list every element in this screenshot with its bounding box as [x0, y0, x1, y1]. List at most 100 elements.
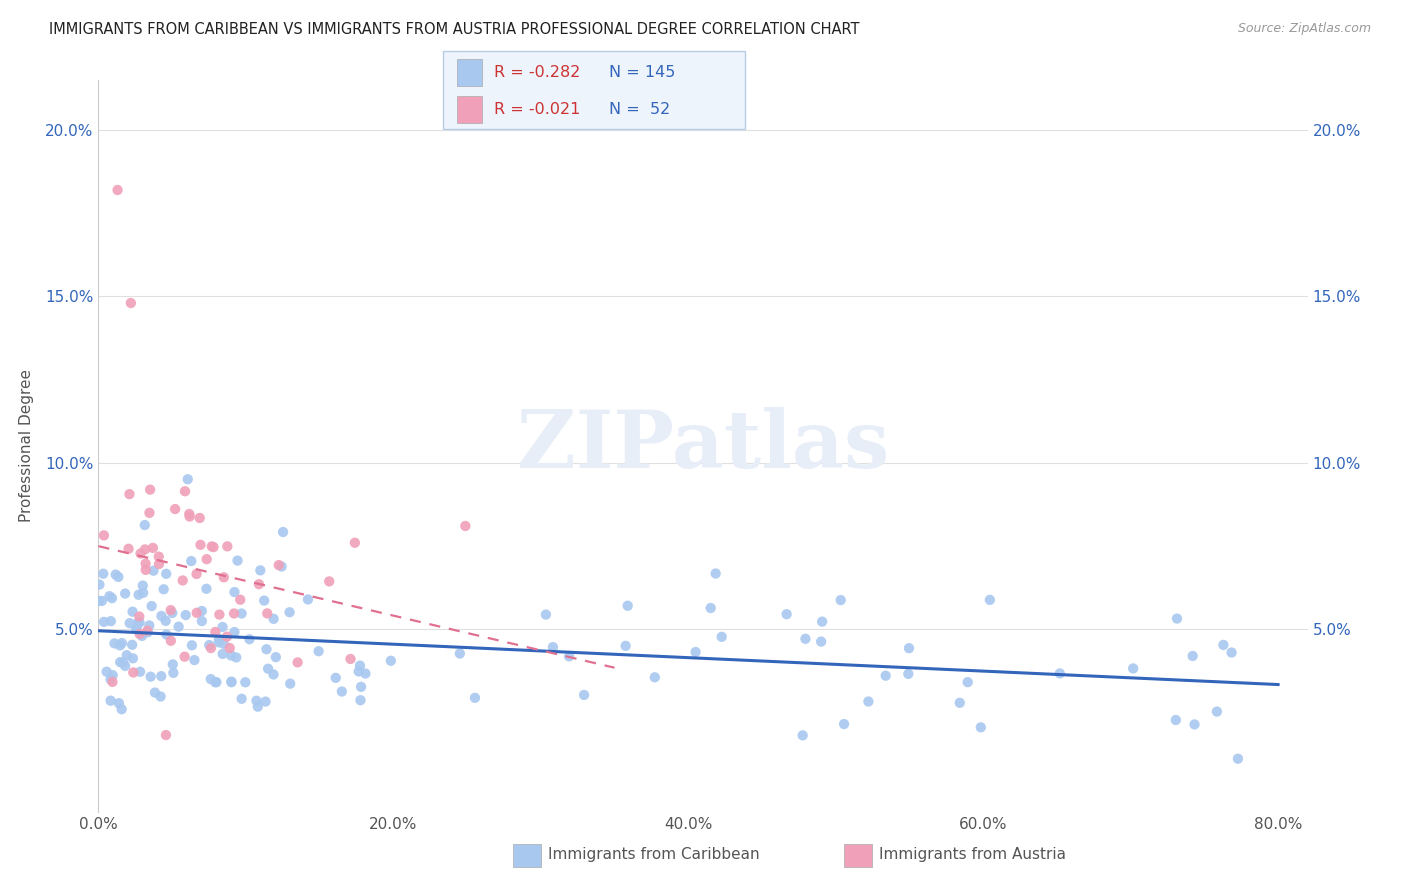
Point — [136, 625, 159, 640]
Point — [111, 636, 134, 650]
Point — [215, 630, 238, 644]
Point — [201, 540, 224, 554]
Point — [222, 607, 245, 621]
Point — [148, 557, 170, 571]
Point — [979, 593, 1001, 607]
Point — [108, 639, 131, 653]
Point — [699, 601, 721, 615]
Point — [572, 688, 595, 702]
Point — [775, 607, 797, 622]
Point — [200, 672, 222, 686]
Point — [614, 639, 637, 653]
Point — [159, 603, 181, 617]
Point — [200, 641, 222, 656]
Point — [186, 566, 208, 581]
Text: R = -0.021: R = -0.021 — [494, 103, 579, 117]
Point — [256, 607, 278, 621]
Point — [195, 552, 218, 566]
Point — [541, 640, 564, 654]
Point — [107, 183, 129, 197]
Text: ZIPatlas: ZIPatlas — [517, 407, 889, 485]
Point — [122, 665, 145, 680]
Point — [318, 574, 340, 589]
Text: IMMIGRANTS FROM CARIBBEAN VS IMMIGRANTS FROM AUSTRIA PROFESSIONAL DEGREE CORRELA: IMMIGRANTS FROM CARIBBEAN VS IMMIGRANTS … — [49, 22, 859, 37]
Point — [832, 717, 855, 731]
Point — [1226, 752, 1249, 766]
Point — [152, 582, 174, 597]
Point — [129, 546, 152, 560]
Point — [139, 483, 162, 497]
Point — [380, 654, 402, 668]
Point — [330, 684, 353, 698]
Point — [118, 487, 141, 501]
Point — [198, 638, 221, 652]
Point — [111, 702, 134, 716]
Point — [267, 558, 290, 573]
Point — [208, 607, 231, 622]
Point — [114, 659, 136, 673]
Y-axis label: Professional Degree: Professional Degree — [20, 369, 34, 523]
Point — [100, 614, 122, 628]
Point — [454, 519, 477, 533]
Point — [127, 615, 149, 630]
Point — [128, 609, 150, 624]
Point — [347, 665, 370, 679]
Point — [349, 693, 371, 707]
Point — [221, 674, 243, 689]
Point — [217, 539, 239, 553]
Point — [202, 540, 225, 554]
Point — [1212, 638, 1234, 652]
Point — [180, 554, 202, 568]
Point — [89, 577, 111, 591]
Point — [149, 690, 172, 704]
Point — [179, 509, 201, 524]
Point — [150, 669, 173, 683]
Point — [231, 691, 253, 706]
Point — [949, 696, 972, 710]
Point — [1206, 705, 1229, 719]
Point — [121, 638, 143, 652]
Point — [1220, 646, 1243, 660]
Point — [148, 549, 170, 564]
Point — [253, 593, 276, 607]
Point — [155, 614, 177, 628]
Point — [710, 630, 733, 644]
Point — [195, 582, 218, 596]
Point — [103, 636, 125, 650]
Text: Immigrants from Austria: Immigrants from Austria — [879, 847, 1066, 862]
Point — [98, 589, 121, 603]
Point — [247, 577, 270, 591]
Point — [308, 644, 330, 658]
Point — [120, 296, 142, 310]
Point — [204, 675, 226, 690]
Text: N = 145: N = 145 — [609, 65, 675, 80]
Point — [87, 594, 110, 608]
Point — [190, 538, 212, 552]
Point — [112, 656, 135, 670]
Point — [100, 673, 122, 687]
Point — [174, 484, 197, 499]
Point — [278, 605, 301, 619]
Point — [1164, 713, 1187, 727]
Point — [219, 648, 242, 663]
Point — [138, 618, 160, 632]
Point — [108, 696, 131, 710]
Point — [165, 502, 187, 516]
Text: Immigrants from Caribbean: Immigrants from Caribbean — [548, 847, 761, 862]
Point — [191, 614, 214, 628]
Point — [128, 615, 150, 630]
Point — [212, 570, 235, 584]
Point — [464, 690, 486, 705]
Point — [898, 641, 921, 656]
Point — [135, 563, 157, 577]
Point — [142, 541, 165, 555]
Text: N =  52: N = 52 — [609, 103, 671, 117]
Point — [179, 507, 201, 521]
Point — [208, 632, 231, 646]
Point — [114, 586, 136, 600]
Point — [257, 662, 280, 676]
Point — [93, 615, 115, 629]
Point — [685, 645, 707, 659]
Point — [160, 633, 183, 648]
Point — [174, 608, 197, 623]
